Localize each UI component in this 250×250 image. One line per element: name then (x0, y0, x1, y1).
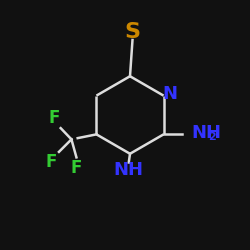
Text: NH: NH (114, 161, 144, 179)
Text: F: F (46, 153, 57, 171)
Text: S: S (124, 22, 140, 42)
Text: NH: NH (191, 124, 221, 142)
Text: N: N (162, 86, 177, 103)
Text: F: F (48, 109, 60, 127)
Text: 2: 2 (208, 132, 216, 142)
Text: F: F (71, 159, 82, 177)
